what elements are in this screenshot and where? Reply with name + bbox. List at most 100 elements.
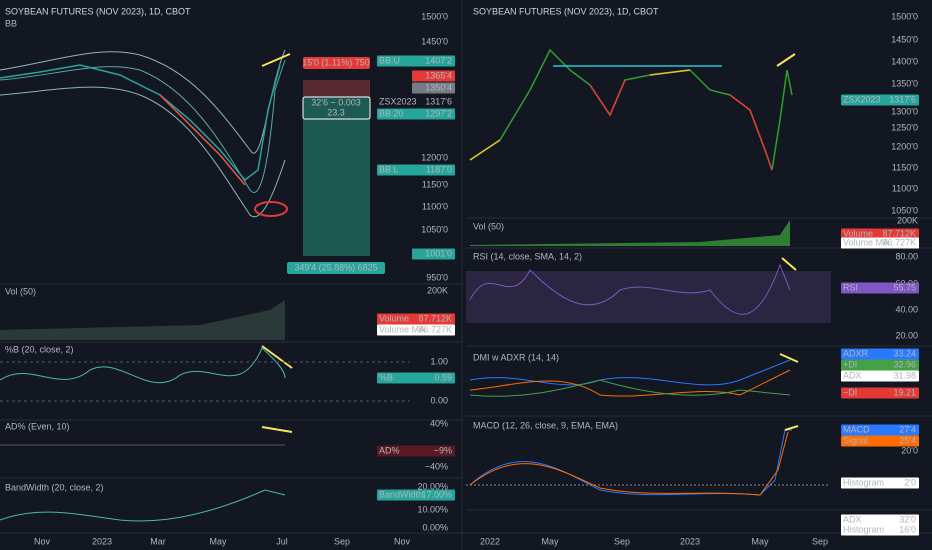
price-tick: 1300'0 — [891, 106, 918, 116]
badge-name: AD% — [379, 445, 400, 455]
time-tick: Sep — [812, 536, 828, 546]
price-tick: 1250'0 — [891, 122, 918, 132]
badge-name: ADXR — [843, 348, 869, 358]
pane-tick: 1.00 — [430, 356, 448, 366]
badge-value: 1317'6 — [425, 96, 452, 106]
badge-value: 33.24 — [893, 348, 916, 358]
pane-title: Vol (50) — [473, 221, 504, 231]
badge-value: 32.96 — [893, 359, 916, 369]
badge-value: 31.98 — [893, 370, 916, 380]
pane-tick: 40% — [430, 418, 448, 428]
badge-name: +DI — [843, 359, 857, 369]
badge-name: Volume MA — [379, 324, 425, 334]
badge-bg — [841, 424, 919, 436]
badge-bg — [377, 108, 455, 120]
badge-value: 1187'0 — [426, 164, 452, 174]
price-tick: 950'0 — [426, 272, 448, 282]
badge-bg — [412, 82, 455, 94]
price-tick: 1200'0 — [891, 141, 918, 151]
badge-bg — [377, 372, 455, 384]
badge-value: 27'4 — [899, 424, 916, 434]
reward-box — [287, 262, 385, 274]
badge-value: 1365'4 — [425, 70, 452, 80]
badge-bg — [377, 55, 455, 67]
badge-bg — [377, 164, 455, 176]
risk-label: 15'0 (1.11%) 750 — [302, 57, 370, 67]
price-tick: 1450'0 — [421, 36, 448, 46]
price-tick: 1100'0 — [422, 201, 448, 211]
price-tick: 1150'0 — [422, 179, 448, 189]
pane-tick: 80.00 — [895, 251, 918, 261]
badge-value: 0.59 — [434, 372, 452, 382]
badge-value: 19.21 — [893, 387, 916, 397]
price-tick: 1200'0 — [421, 152, 448, 162]
mid-label: 23.3 — [327, 107, 345, 117]
pane-title: RSI (14, close, SMA, 14, 2) — [473, 251, 582, 261]
badge-name: −DI — [843, 387, 857, 397]
badge-value: 87.712K — [418, 313, 452, 323]
indicator-label: BB — [5, 18, 17, 28]
badge-bg — [841, 237, 919, 249]
badge-value: 32'0 — [899, 514, 916, 524]
pane-tick: 0.00% — [422, 522, 448, 532]
mid-box — [302, 96, 371, 120]
badge-bg — [841, 94, 919, 106]
time-tick: 2023 — [92, 536, 112, 546]
left-chart-drawing — [0, 49, 410, 522]
badge-bg — [377, 324, 455, 336]
badge-name: RSI — [843, 282, 858, 292]
badge-bg — [412, 248, 455, 260]
badge-name: ZSX2023 — [379, 96, 417, 106]
time-tick: May — [541, 536, 559, 546]
badge-bg — [841, 282, 919, 294]
pane-title: MACD (12, 26, close, 9, EMA, EMA) — [473, 420, 618, 430]
price-tick: 1350'0 — [891, 78, 918, 88]
badge-bg — [841, 359, 919, 371]
time-tick: Sep — [614, 536, 630, 546]
time-tick: Mar — [150, 536, 166, 546]
badge-name: Volume MA — [843, 237, 889, 247]
time-tick: Jul — [276, 536, 288, 546]
badge-bg — [841, 228, 919, 240]
mid-label: 32'6 − 0.003 — [311, 97, 361, 107]
badge-name: Signal — [843, 435, 868, 445]
pane-tick: 200K — [427, 285, 448, 295]
badge-bg — [841, 435, 919, 447]
price-tick: 1050'0 — [421, 224, 448, 234]
pane-title: DMI w ADXR (14, 14) — [473, 352, 559, 362]
badge-value: 55.75 — [893, 282, 916, 292]
pane-tick: 20.00% — [417, 481, 448, 491]
badge-name: BB:U — [379, 55, 400, 65]
badge-bg — [377, 96, 455, 108]
badge-bg — [841, 387, 919, 399]
badge-bg — [412, 70, 455, 82]
time-tick: May — [751, 536, 769, 546]
time-tick: Nov — [394, 536, 411, 546]
risk-box — [303, 57, 370, 69]
badge-value: 1407'2 — [425, 55, 452, 65]
badge-value: 86.727K — [418, 324, 452, 334]
pane-tick: 0.00 — [430, 395, 448, 405]
badge-value: 87.712K — [882, 228, 916, 238]
pane-tick: −40% — [425, 461, 448, 471]
price-tick: 1400'0 — [891, 56, 918, 66]
badge-name: BB:20 — [379, 108, 404, 118]
chart-title: SOYBEAN FUTURES (NOV 2023), 1D, CBOT — [5, 6, 191, 16]
pane-tick: 10.00% — [417, 504, 448, 514]
badge-bg — [377, 489, 455, 501]
badge-value: 17.00% — [421, 489, 452, 499]
price-tick: 1450'0 — [891, 34, 918, 44]
badge-bg — [841, 524, 919, 536]
pane-title: %B (20, close, 2) — [5, 344, 74, 354]
time-tick: Nov — [34, 536, 51, 546]
badge-name: ZSX2023 — [843, 94, 881, 104]
badge-name: Volume — [843, 228, 873, 238]
price-tick: 1150'0 — [892, 162, 918, 172]
price-tick: 1100'0 — [892, 183, 918, 193]
badge-bg — [841, 348, 919, 360]
badge-bg — [377, 445, 455, 457]
price-tick: 1500'0 — [421, 11, 448, 21]
pane-tick: 20.00 — [895, 330, 918, 340]
time-tick: 2022 — [480, 536, 500, 546]
